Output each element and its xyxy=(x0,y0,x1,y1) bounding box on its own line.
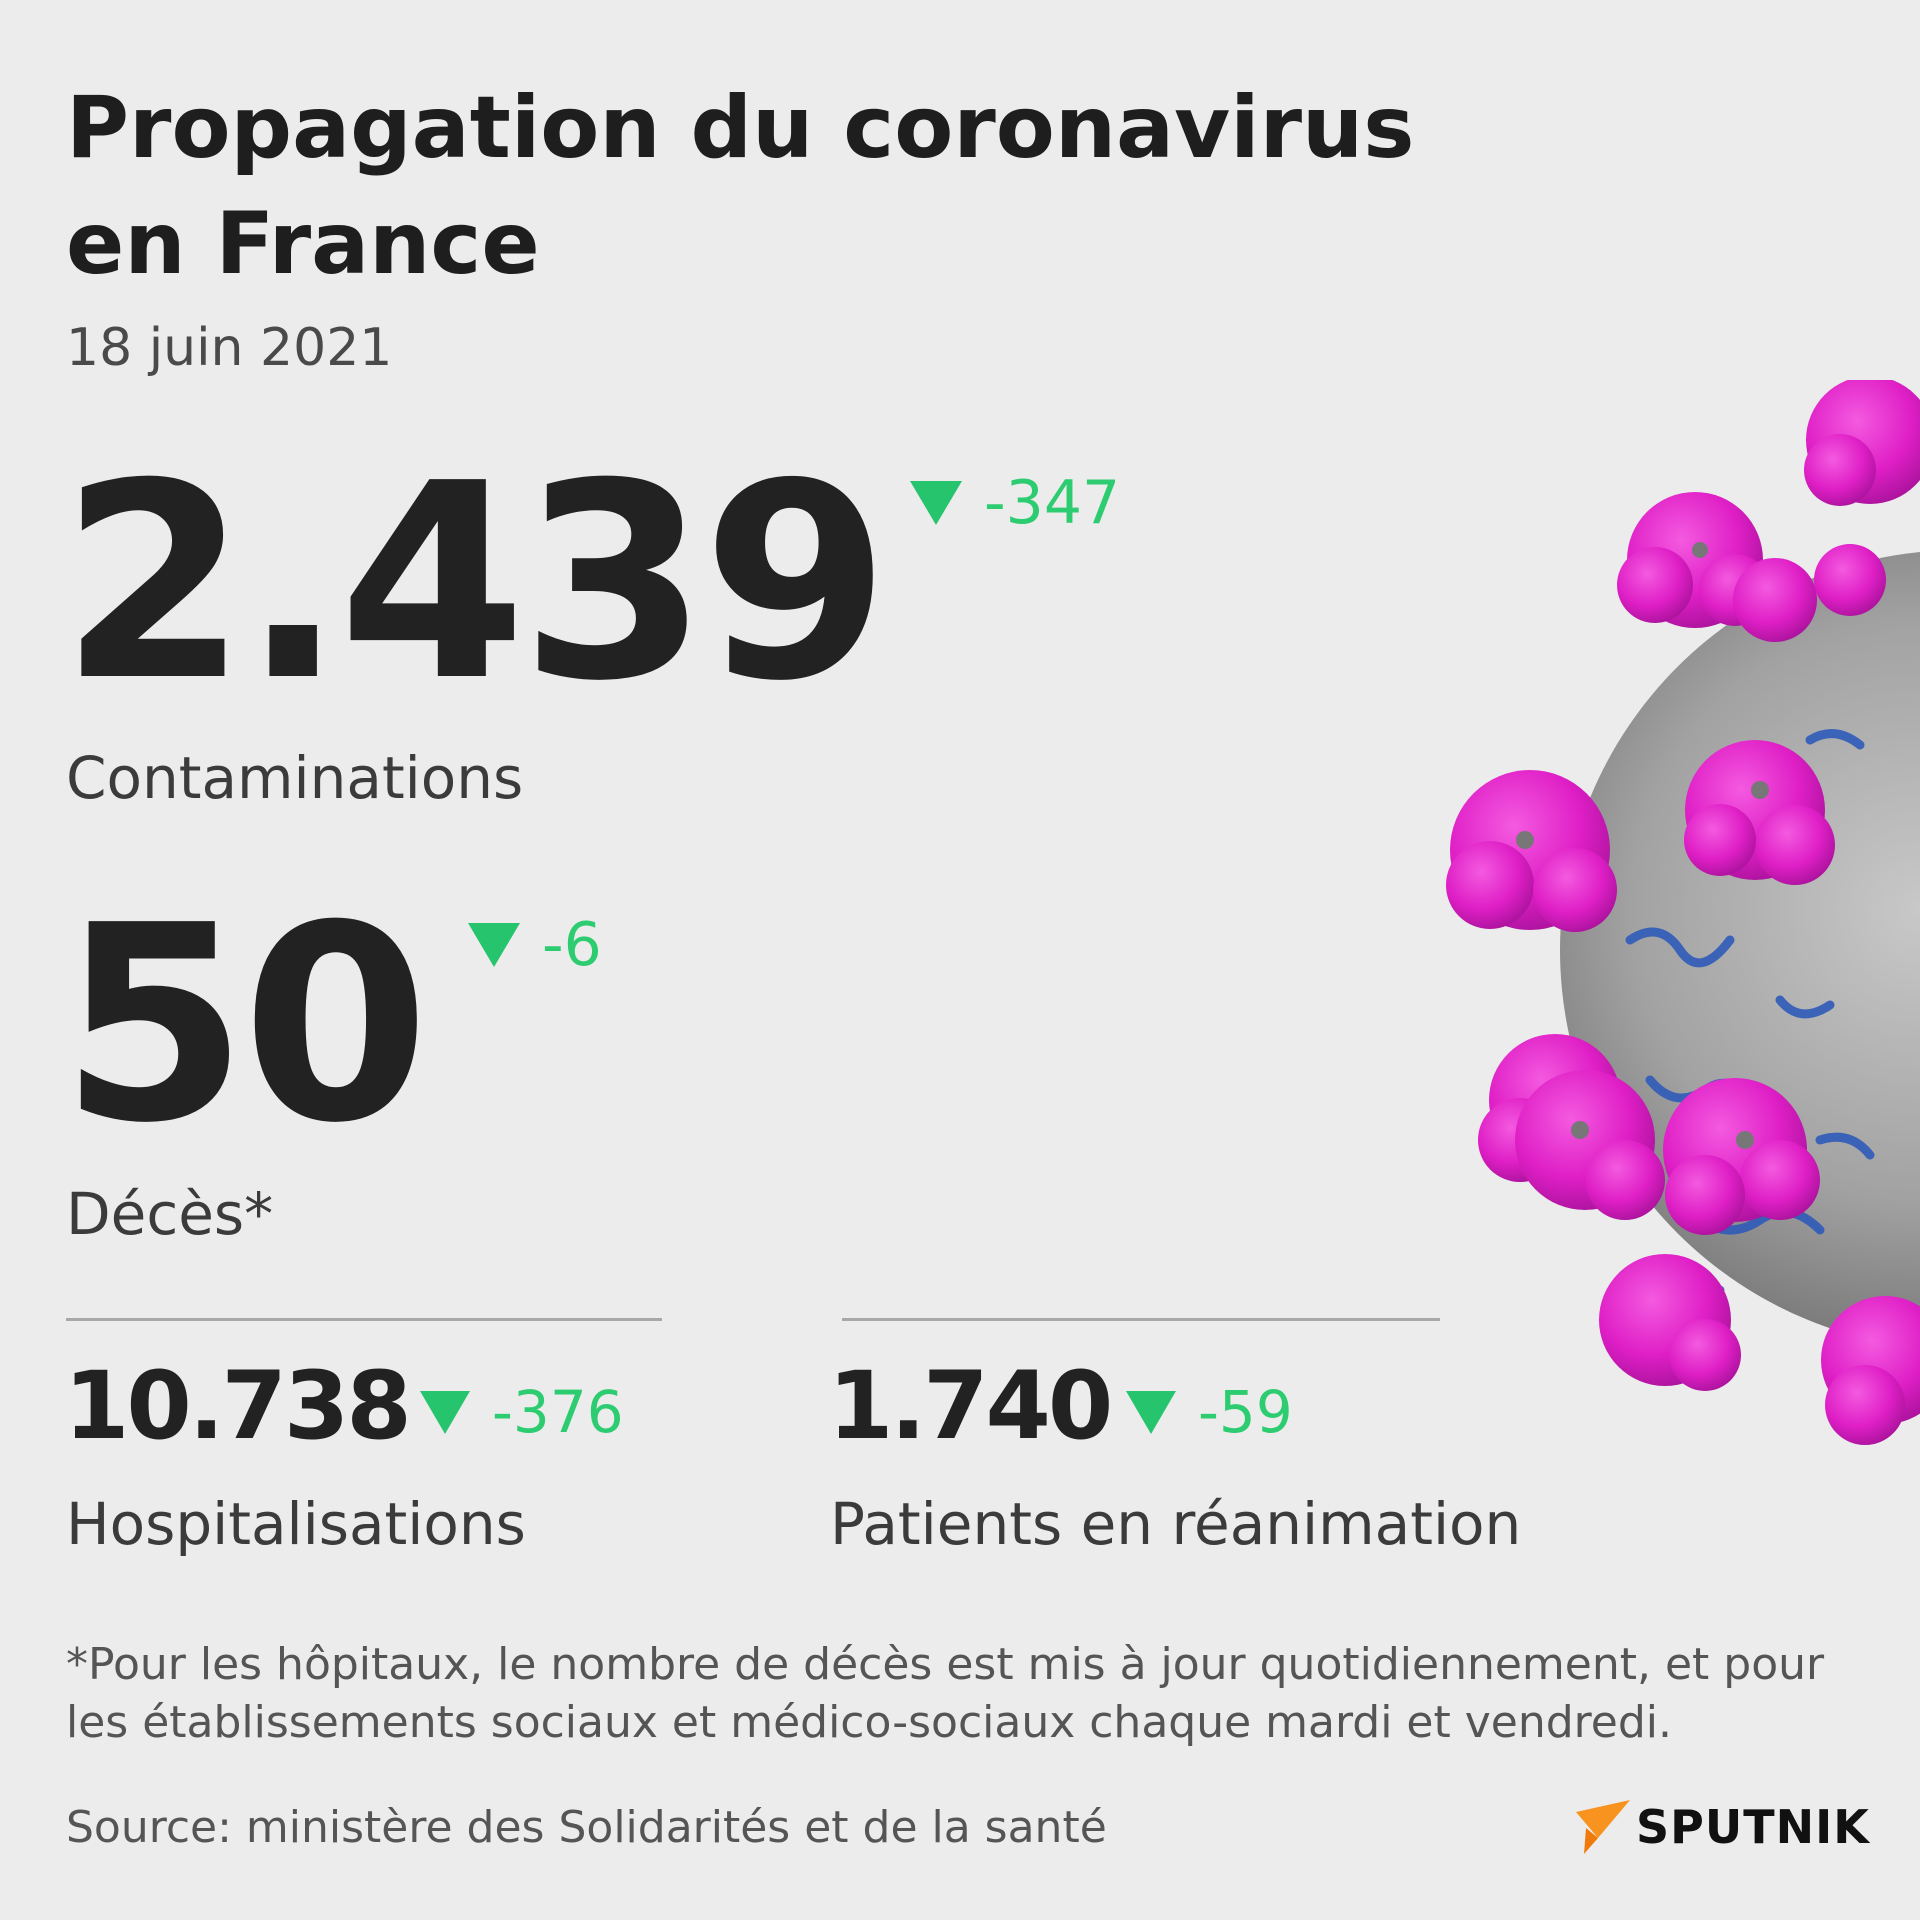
contaminations-delta: -347 xyxy=(910,468,1120,538)
triangle-down-icon xyxy=(468,923,520,967)
report-date: 18 juin 2021 xyxy=(66,318,393,378)
triangle-down-icon xyxy=(420,1390,470,1434)
triangle-down-icon xyxy=(910,481,962,525)
hospitalisations-delta: -376 xyxy=(420,1378,624,1446)
sputnik-logo: SPUTNIK xyxy=(1572,1798,1870,1856)
contaminations-value: 2.439 xyxy=(60,425,890,740)
hospitalisations-delta-value: -376 xyxy=(492,1378,624,1446)
reanimation-label: Patients en réanimation xyxy=(830,1490,1522,1558)
reanimation-delta: -59 xyxy=(1126,1378,1293,1446)
deces-delta: -6 xyxy=(468,910,602,980)
page-title: Propagation du coronavirus en France xyxy=(66,78,1415,294)
divider-left xyxy=(66,1318,662,1321)
deces-label: Décès* xyxy=(66,1180,274,1248)
contaminations-label: Contaminations xyxy=(66,744,524,812)
divider-right xyxy=(842,1318,1440,1321)
triangle-down-icon xyxy=(1126,1390,1176,1434)
deces-value: 50 xyxy=(60,867,430,1182)
hospitalisations-value: 10.738 xyxy=(64,1352,412,1461)
source: Source: ministère des Solidarités et de … xyxy=(66,1802,1107,1853)
hospitalisations-label: Hospitalisations xyxy=(66,1490,526,1558)
sputnik-logo-icon xyxy=(1576,1800,1630,1854)
contaminations-delta-value: -347 xyxy=(984,468,1121,538)
coronavirus-illustration xyxy=(1446,380,1920,1445)
footnote: *Pour les hôpitaux, le nombre de décès e… xyxy=(66,1639,1825,1748)
reanimation-value: 1.740 xyxy=(828,1352,1113,1461)
reanimation-delta-value: -59 xyxy=(1198,1378,1293,1446)
sputnik-logo-text: SPUTNIK xyxy=(1636,1800,1870,1854)
deces-delta-value: -6 xyxy=(542,910,602,980)
